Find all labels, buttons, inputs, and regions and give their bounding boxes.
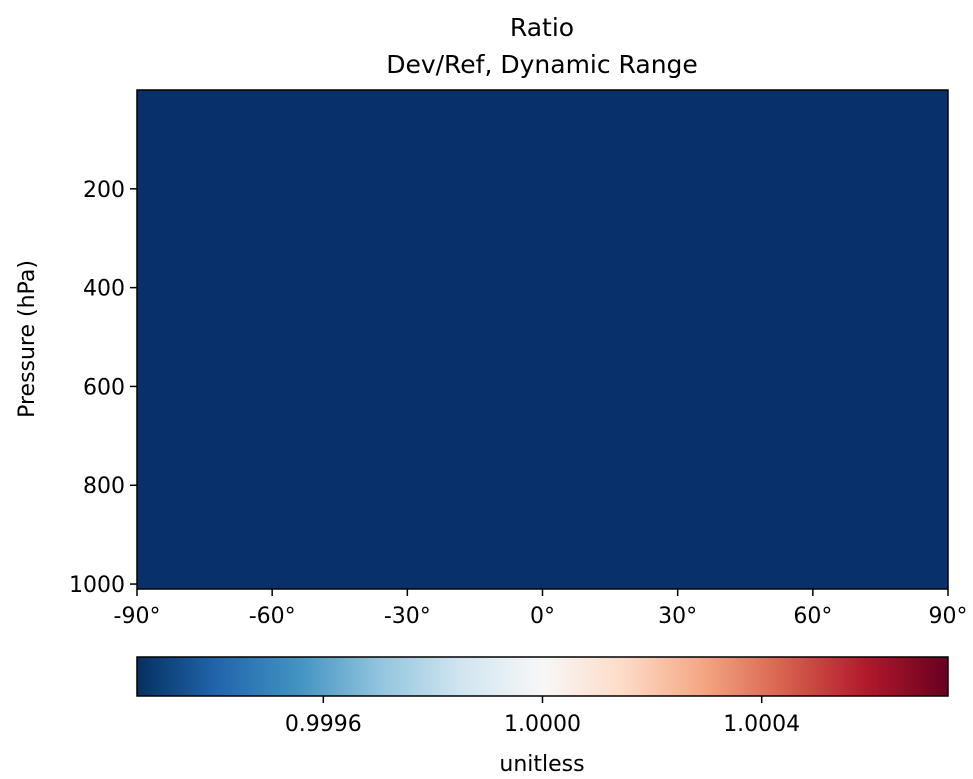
heatmap-field	[137, 90, 948, 589]
x-tick-label: -60°	[249, 604, 296, 629]
x-tick-label: 0°	[530, 604, 555, 629]
chart-title: Ratio	[510, 13, 574, 42]
colorbar-label: unitless	[499, 752, 584, 777]
x-axis: -90° -60° -30° 0° 30° 60° 90°	[114, 589, 968, 629]
colorbar-axis: 0.9996 1.0000 1.0004	[285, 696, 800, 737]
colorbar-tick-label: 1.0004	[723, 712, 800, 737]
y-tick-label: 400	[83, 277, 125, 302]
x-tick-label: 60°	[793, 604, 832, 629]
x-tick-label: 90°	[929, 604, 968, 629]
y-tick-label: 800	[83, 474, 125, 499]
x-tick-label: -90°	[114, 604, 161, 629]
y-tick-label: 200	[83, 178, 125, 203]
y-tick-label: 600	[83, 375, 125, 400]
y-tick-label: 1000	[69, 573, 125, 598]
x-tick-label: -30°	[384, 604, 431, 629]
colorbar	[137, 657, 948, 696]
colorbar-tick-label: 1.0000	[504, 712, 581, 737]
y-axis: 200 400 600 800 1000	[69, 178, 137, 598]
chart-subtitle: Dev/Ref, Dynamic Range	[386, 50, 698, 79]
colorbar-tick-label: 0.9996	[285, 712, 362, 737]
y-axis-label: Pressure (hPa)	[15, 260, 40, 418]
x-tick-label: 30°	[658, 604, 697, 629]
